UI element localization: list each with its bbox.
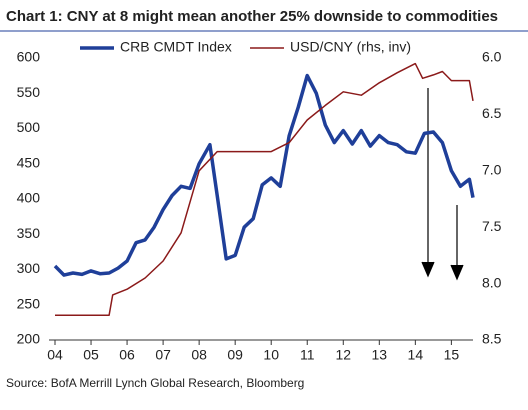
arrows xyxy=(421,88,464,281)
x-tick-label: 13 xyxy=(372,347,388,363)
y-tick-label: 550 xyxy=(17,84,41,100)
x-tick-label: 06 xyxy=(119,347,135,363)
series-line xyxy=(53,73,475,277)
y2-tick-label: 8.0 xyxy=(482,274,502,290)
x-tick-label: 09 xyxy=(227,347,243,363)
x-tick-label: 04 xyxy=(47,347,63,363)
y-tick-label: 300 xyxy=(17,260,41,276)
y2-tick-label: 8.5 xyxy=(482,331,502,347)
y-tick-label: 350 xyxy=(17,225,41,241)
x-tick-label: 07 xyxy=(155,347,171,363)
source-note: Source: BofA Merrill Lynch Global Resear… xyxy=(6,376,304,390)
x-tick-label: 12 xyxy=(335,347,351,363)
x-tick-label: 10 xyxy=(263,347,279,363)
x-tick-label: 14 xyxy=(408,347,424,363)
x-tick-label: 15 xyxy=(444,347,460,363)
x-tick-label: 08 xyxy=(191,347,207,363)
chart-title: Chart 1: CNY at 8 might mean another 25%… xyxy=(6,8,498,25)
y-tick-label: 500 xyxy=(17,119,41,135)
y-tick-label: 400 xyxy=(17,190,41,206)
y2-tick-label: 6.5 xyxy=(482,105,502,121)
y-tick-label: 200 xyxy=(17,331,41,347)
legend-label: CRB CMDT Index xyxy=(120,39,232,55)
y2-tick-label: 6.0 xyxy=(482,49,502,65)
y2-tick-label: 7.0 xyxy=(482,162,502,178)
y-tick-label: 450 xyxy=(17,154,41,170)
legend-label: USD/CNY (rhs, inv) xyxy=(290,39,411,55)
series-line xyxy=(55,62,474,316)
x-tick-label: 05 xyxy=(83,347,99,363)
y-tick-label: 600 xyxy=(17,49,41,65)
y-tick-label: 250 xyxy=(17,295,41,311)
x-tick-label: 11 xyxy=(300,347,315,363)
y2-tick-label: 7.5 xyxy=(482,218,502,234)
